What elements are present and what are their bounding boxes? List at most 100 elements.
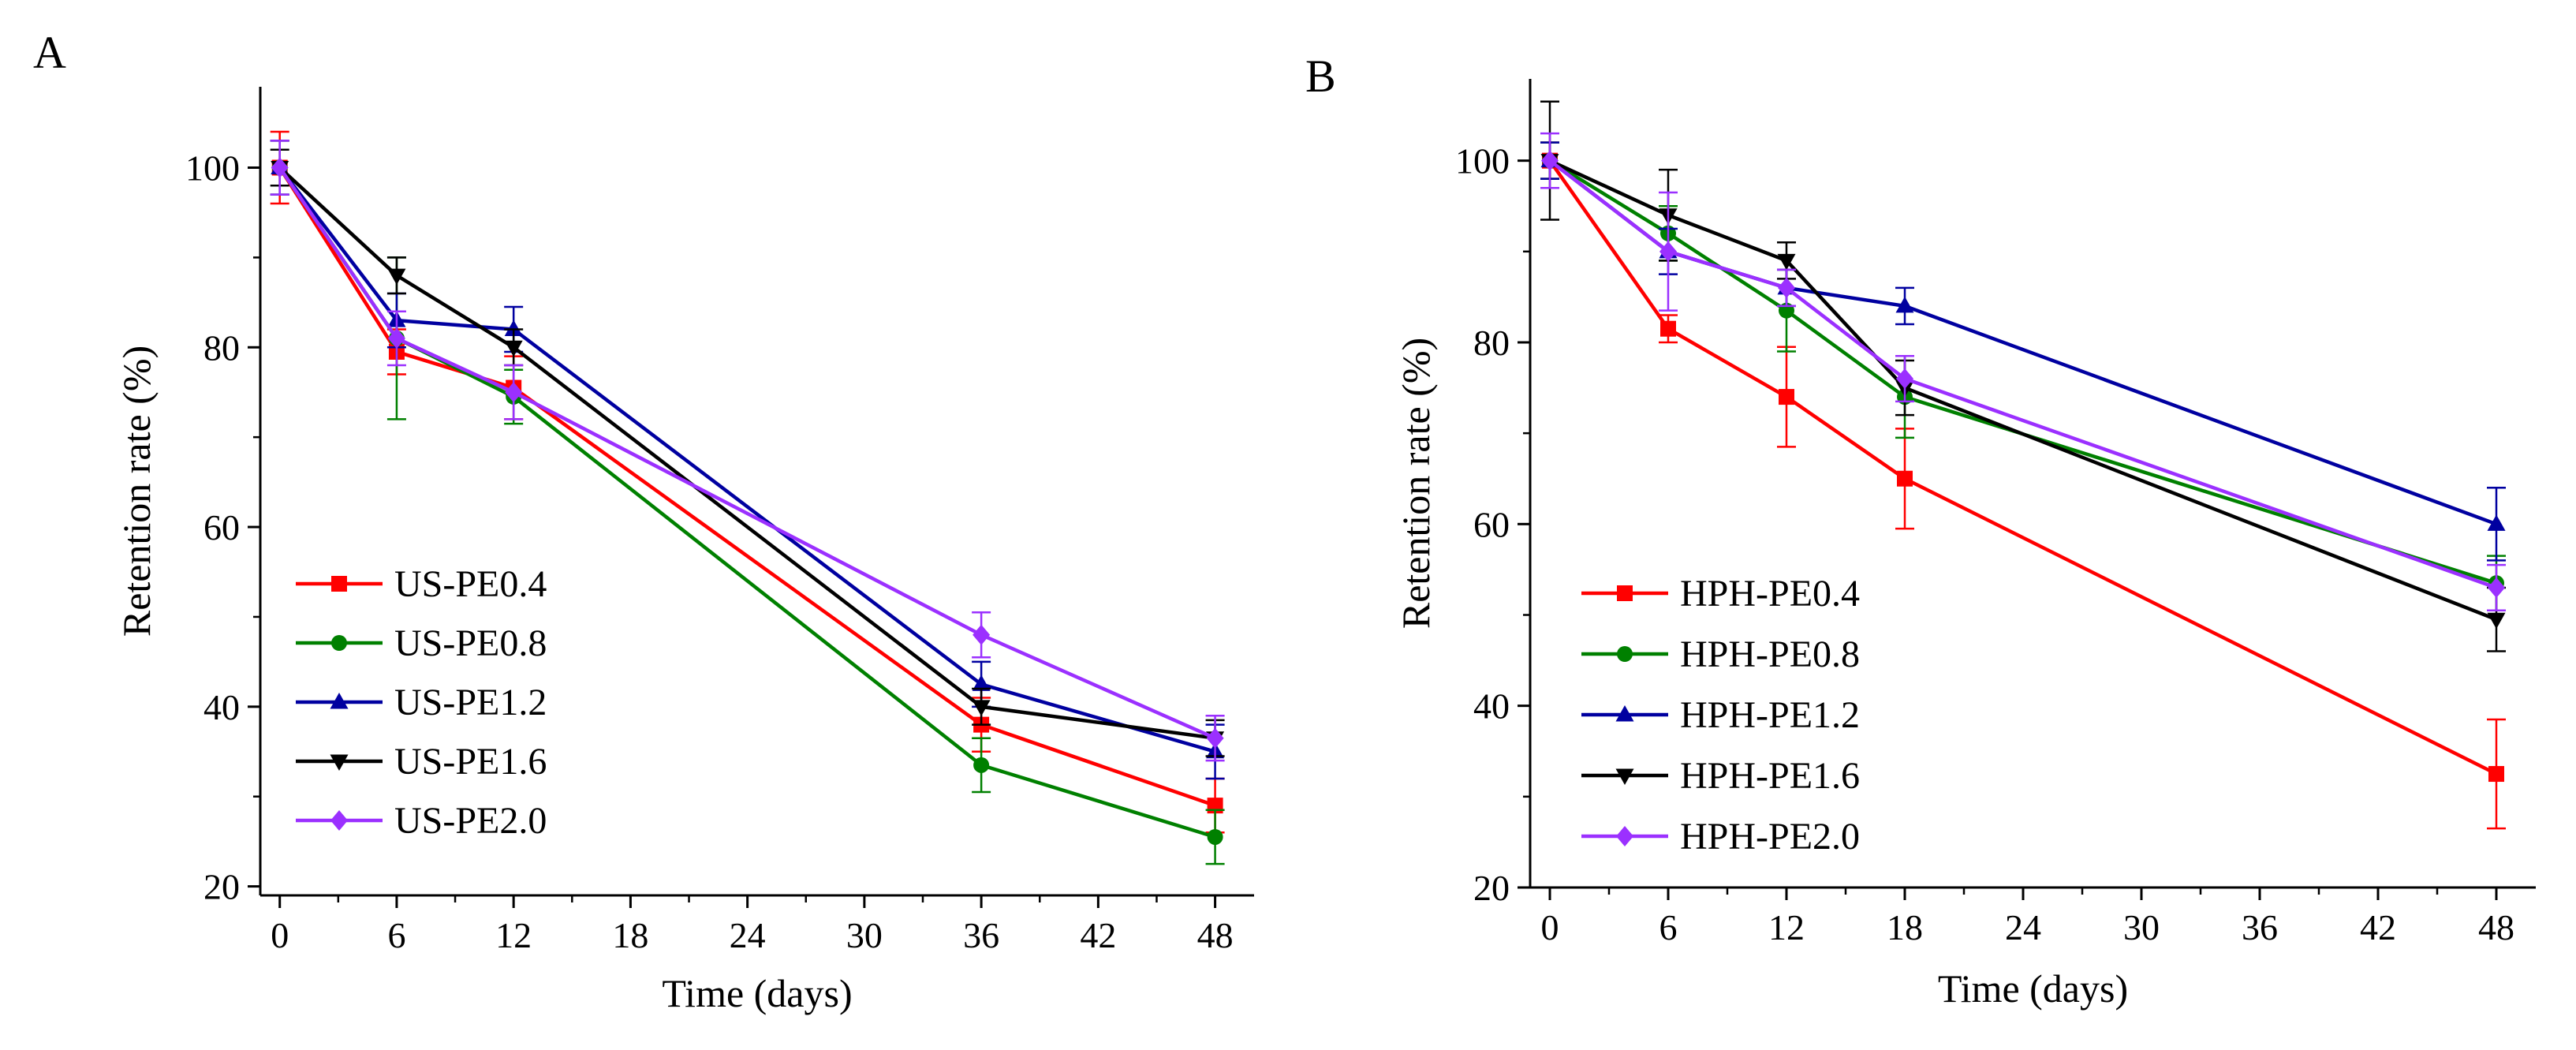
- data-point: [973, 624, 991, 645]
- y-tick-label: 100: [1455, 141, 1510, 181]
- x-tick-label: 30: [2123, 907, 2160, 947]
- legend-marker: [330, 754, 349, 771]
- data-point: [1541, 150, 1559, 171]
- x-tick-label: 24: [2005, 907, 2041, 947]
- chart-panel-b: B 0 6 12 18 24 30 36 42 48 20 40 60 80 100 Time (days) R…: [1305, 50, 2536, 1011]
- series-line: [278, 166, 1216, 839]
- data-point: [387, 327, 405, 349]
- data-point: [973, 757, 990, 773]
- data-point: [2488, 766, 2504, 783]
- x-tick-label: 6: [387, 915, 405, 955]
- series-line: [1549, 159, 2497, 622]
- series-hph-pe1-2: [1540, 141, 2506, 562]
- series-us-pe2-0: [270, 140, 1225, 762]
- x-tick-label: 48: [2478, 907, 2514, 947]
- x-tick-label: 24: [730, 915, 766, 955]
- x-tick-label: 42: [2360, 907, 2396, 947]
- legend-label: HPH-PE0.8: [1680, 633, 1860, 675]
- y-tick-label: 40: [1473, 686, 1510, 727]
- x-tick-label: 30: [846, 915, 883, 955]
- x-tick-label: 48: [1197, 915, 1234, 955]
- data-point: [1660, 320, 1676, 337]
- x-tick-label: 18: [612, 915, 648, 955]
- data-point: [1659, 241, 1677, 262]
- legend-marker: [331, 576, 347, 592]
- legend-entry: HPH-PE0.4: [1581, 573, 1860, 615]
- legend-label: HPH-PE2.0: [1680, 816, 1860, 858]
- y-tick-label: 60: [1473, 504, 1510, 544]
- legend-marker: [1617, 585, 1633, 601]
- data-point: [1777, 253, 1796, 271]
- legend-label: HPH-PE1.6: [1680, 755, 1860, 797]
- legend-entry: US-PE2.0: [296, 800, 547, 842]
- legend-label: HPH-PE0.4: [1680, 573, 1860, 615]
- y-tick-label: 80: [1473, 323, 1510, 363]
- chart-panel-a: A 0 6 12 18 24 30 36 42 48 20 40 60 80 100 Time (days) R…: [33, 27, 1254, 1015]
- legend-entry: US-PE1.6: [296, 741, 547, 783]
- legend-label: HPH-PE1.2: [1680, 694, 1860, 736]
- series-us-pe0-4: [270, 130, 1225, 834]
- y-tick-label: 100: [185, 148, 240, 189]
- data-point: [1206, 727, 1224, 749]
- legend-marker: [330, 810, 348, 831]
- series-us-pe1-6: [270, 148, 1225, 757]
- series-hph-pe2-0: [1540, 132, 2506, 611]
- y-axis-title: Retention rate (%): [1394, 338, 1438, 629]
- legend-entry: HPH-PE2.0: [1581, 816, 1860, 858]
- x-axis-title: Time (days): [1938, 966, 2128, 1011]
- data-point: [972, 674, 991, 691]
- x-tick-label: 6: [1659, 907, 1678, 947]
- x-tick-label: 0: [271, 915, 289, 955]
- data-point: [1779, 389, 1794, 405]
- y-tick-label: 20: [203, 867, 240, 907]
- data-point: [387, 268, 406, 286]
- legend-label: US-PE0.4: [394, 563, 547, 605]
- y-tick-label: 60: [203, 507, 240, 547]
- legend-entry: HPH-PE1.6: [1581, 755, 1860, 797]
- data-point: [1897, 470, 1913, 487]
- x-tick-label: 42: [1080, 915, 1116, 955]
- data-point: [1207, 828, 1223, 845]
- legend-label: US-PE0.8: [394, 622, 547, 664]
- y-axis-title: Retention rate (%): [114, 346, 159, 637]
- legend-entry: US-PE0.4: [296, 563, 547, 605]
- data-point: [504, 319, 523, 336]
- legend-entry: US-PE0.8: [296, 622, 547, 664]
- data-point: [1895, 296, 1914, 313]
- legend-marker: [331, 635, 347, 651]
- data-point: [271, 157, 289, 178]
- legend-marker: [1616, 826, 1633, 846]
- y-tick-label: 20: [1473, 868, 1510, 908]
- data-point: [2487, 514, 2506, 531]
- legend-marker: [1615, 768, 1634, 785]
- x-axis-title: Time (days): [662, 971, 852, 1015]
- data-point: [504, 340, 523, 357]
- series-hph-pe0-4: [1540, 141, 2506, 830]
- data-point: [972, 700, 991, 716]
- panel-letter: B: [1305, 50, 1336, 102]
- data-point: [1778, 277, 1795, 298]
- x-tick-label: 0: [1541, 907, 1559, 947]
- x-tick-label: 12: [1768, 907, 1805, 947]
- x-tick-label: 36: [2242, 907, 2278, 947]
- series-line: [1548, 159, 2498, 776]
- legend-label: US-PE1.2: [394, 682, 547, 723]
- legend-entry: HPH-PE0.8: [1581, 633, 1860, 675]
- y-tick-label: 40: [203, 687, 240, 727]
- y-tick-label: 80: [203, 327, 240, 368]
- legend-marker: [1617, 646, 1633, 662]
- legend-marker: [1615, 705, 1634, 722]
- data-point: [1896, 368, 1913, 390]
- legend-entry: HPH-PE1.2: [1581, 694, 1860, 736]
- series-hph-pe1-6: [1540, 100, 2506, 652]
- legend-label: US-PE2.0: [394, 800, 547, 842]
- legend-label: US-PE1.6: [394, 741, 547, 783]
- legend-entry: US-PE1.2: [296, 682, 547, 723]
- x-tick-label: 12: [495, 915, 532, 955]
- x-tick-label: 36: [963, 915, 999, 955]
- panel-letter: A: [33, 27, 66, 78]
- data-point: [2487, 612, 2506, 630]
- data-point: [505, 382, 523, 403]
- data-point: [2488, 577, 2505, 598]
